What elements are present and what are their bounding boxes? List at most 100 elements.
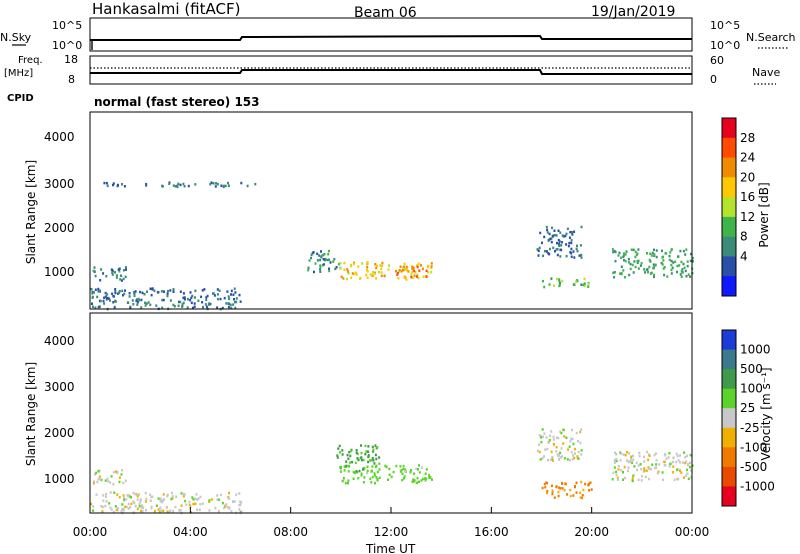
power-cell-6-11	[543, 285, 546, 289]
velocity-cell-3-33	[372, 450, 375, 453]
power-cell-1-31	[113, 305, 116, 309]
velocity-cell-2-60	[353, 470, 356, 474]
velocity-cell-1-45	[157, 497, 160, 500]
power-cell-7-88	[670, 259, 673, 263]
velocity-cell-1-116	[216, 498, 219, 501]
noise-right-label: N.Search	[746, 31, 796, 44]
velocity-cell-6-1	[640, 479, 643, 482]
velocity-cell-4-64	[573, 456, 576, 460]
power-cell-1-85	[235, 300, 238, 304]
velocity-cell-3-27	[376, 446, 379, 449]
power-cell-6-20	[550, 277, 553, 280]
velocity-cell-2-48	[418, 471, 421, 474]
power-cell-1-57	[234, 306, 237, 310]
power-colorbar-label-20: 20	[740, 170, 755, 184]
velocity-cell-0-23	[110, 475, 113, 478]
x-tick-label-5: 20:00	[574, 525, 609, 539]
power-cell-3-65	[369, 273, 372, 276]
power-cell-5-23	[543, 235, 546, 239]
velocity-cell-5-18	[582, 488, 585, 492]
velocity-cell-1-147	[134, 493, 137, 496]
power-cell-8-16	[182, 182, 185, 186]
velocity-cell-5-15	[551, 492, 554, 496]
power-cell-7-53	[689, 275, 692, 278]
power-cell-7-7	[676, 270, 678, 274]
velocity-cell-1-94	[232, 500, 235, 503]
velocity-cell-4-49	[561, 455, 564, 458]
velocity-cell-1-96	[214, 506, 217, 510]
velocity-cell-2-0	[357, 477, 360, 480]
velocity-cell-1-24	[127, 502, 130, 506]
velocity-cell-6-121	[640, 467, 643, 471]
power-cell-7-97	[655, 255, 658, 259]
power-cell-5-50	[548, 247, 551, 251]
power-cell-7-110	[653, 254, 656, 257]
velocity-cell-6-101	[677, 477, 680, 481]
velocity-cell-4-41	[542, 435, 544, 439]
power-cell-7-103	[680, 260, 683, 264]
velocity-cell-2-84	[418, 480, 420, 483]
power-colorbar-label-12: 12	[740, 210, 755, 224]
velocity-cell-1-0	[109, 491, 112, 494]
velocity-cell-0-8	[122, 481, 125, 485]
power-cell-7-89	[671, 266, 674, 270]
velocity-cell-1-70	[188, 500, 191, 504]
power-cell-0-7	[94, 274, 97, 278]
power-cell-3-12	[388, 264, 390, 267]
velocity-cell-1-52	[141, 504, 144, 507]
velocity-cell-1-58	[128, 495, 131, 498]
power-cell-2-17	[329, 261, 332, 264]
velocity-cell-1-109	[132, 491, 135, 495]
velocity-cell-5-29	[546, 489, 549, 493]
velocity-cell-5-11	[575, 481, 578, 485]
power-cell-8-27	[212, 182, 215, 185]
velocity-cell-1-76	[197, 497, 200, 500]
power-cell-6-10	[580, 283, 583, 286]
velocity-cell-2-50	[401, 478, 404, 482]
power-cell-1-132	[149, 287, 152, 290]
velocity-cell-6-87	[615, 459, 618, 463]
power-cell-7-124	[651, 251, 654, 255]
velocity-cell-3-56	[371, 445, 374, 449]
velocity-cell-1-141	[225, 503, 228, 506]
power-cell-1-118	[191, 294, 194, 298]
power-colorbar-swatch-2	[722, 157, 736, 178]
power-cell-7-51	[670, 268, 673, 272]
power-cell-1-108	[189, 298, 192, 302]
velocity-cell-4-68	[551, 455, 554, 459]
velocity-cell-2-88	[369, 477, 372, 481]
velocity-cell-1-40	[192, 502, 195, 506]
power-cell-1-13	[227, 295, 230, 298]
velocity-cell-3-21	[346, 453, 349, 457]
velocity-cell-1-174	[190, 511, 193, 514]
power-cell-7-32	[685, 248, 688, 251]
velocity-cell-2-54	[428, 476, 431, 479]
power-cell-5-20	[556, 248, 559, 251]
power-cell-0-25	[105, 275, 108, 278]
velocity-cell-6-30	[658, 463, 661, 466]
power-cell-1-10	[128, 292, 131, 295]
velocity-cell-1-140	[170, 497, 173, 501]
velocity-cell-2-91	[402, 467, 405, 471]
velocity-cell-6-79	[613, 466, 616, 469]
velocity-cell-0-21	[95, 471, 98, 475]
velocity-cell-1-15	[180, 504, 183, 507]
power-scatter-layer	[90, 181, 694, 311]
velocity-cell-2-47	[421, 466, 424, 469]
velocity-cell-3-19	[362, 458, 365, 462]
velocity-cell-6-102	[672, 471, 675, 474]
power-cell-1-106	[118, 290, 121, 293]
velocity-cell-5-6	[553, 496, 556, 499]
velocity-cell-3-41	[336, 456, 339, 459]
velocity-cell-1-155	[116, 507, 119, 510]
power-cell-2-35	[338, 262, 340, 266]
velocity-cell-1-92	[100, 505, 103, 508]
power-cell-3-38	[343, 268, 346, 271]
velocity-cell-5-33	[541, 486, 544, 490]
power-cell-1-134	[114, 290, 117, 293]
power-cell-6-12	[573, 283, 576, 286]
power-cell-1-86	[177, 304, 180, 308]
velocity-cell-1-43	[226, 506, 229, 509]
power-cell-1-150	[163, 290, 165, 293]
power-cell-5-55	[578, 254, 581, 257]
